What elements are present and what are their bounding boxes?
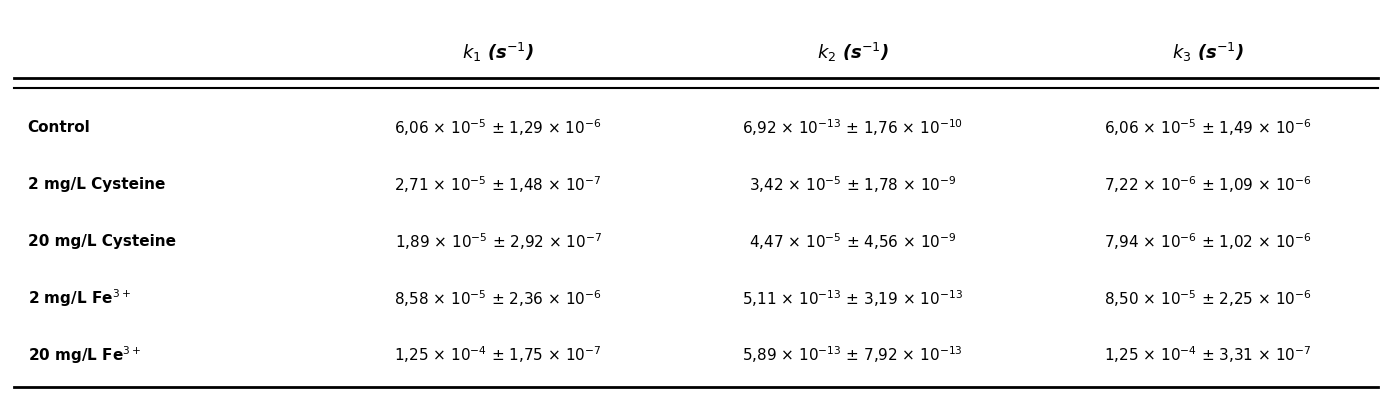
Text: 1,25 × 10$^{-4}$ ± 3,31 × 10$^{-7}$: 1,25 × 10$^{-4}$ ± 3,31 × 10$^{-7}$ bbox=[1104, 344, 1311, 365]
Text: 4,47 × 10$^{-5}$ ± 4,56 × 10$^{-9}$: 4,47 × 10$^{-5}$ ± 4,56 × 10$^{-9}$ bbox=[749, 230, 956, 251]
Text: 1,89 × 10$^{-5}$ ± 2,92 × 10$^{-7}$: 1,89 × 10$^{-5}$ ± 2,92 × 10$^{-7}$ bbox=[394, 230, 601, 251]
Text: 3,42 × 10$^{-5}$ ± 1,78 × 10$^{-9}$: 3,42 × 10$^{-5}$ ± 1,78 × 10$^{-9}$ bbox=[749, 174, 956, 195]
Text: $\boldsymbol{k_1}$ (s$^{-1}$): $\boldsymbol{k_1}$ (s$^{-1}$) bbox=[462, 41, 535, 64]
Text: 6,06 × 10$^{-5}$ ± 1,49 × 10$^{-6}$: 6,06 × 10$^{-5}$ ± 1,49 × 10$^{-6}$ bbox=[1104, 117, 1311, 138]
Text: 20 mg/L Cysteine: 20 mg/L Cysteine bbox=[28, 233, 175, 248]
Text: 2,71 × 10$^{-5}$ ± 1,48 × 10$^{-7}$: 2,71 × 10$^{-5}$ ± 1,48 × 10$^{-7}$ bbox=[394, 174, 601, 195]
Text: 6,06 × 10$^{-5}$ ± 1,29 × 10$^{-6}$: 6,06 × 10$^{-5}$ ± 1,29 × 10$^{-6}$ bbox=[394, 117, 601, 138]
Text: 6,92 × 10$^{-13}$ ± 1,76 × 10$^{-10}$: 6,92 × 10$^{-13}$ ± 1,76 × 10$^{-10}$ bbox=[742, 117, 963, 138]
Text: $\boldsymbol{k_2}$ (s$^{-1}$): $\boldsymbol{k_2}$ (s$^{-1}$) bbox=[817, 41, 889, 64]
Text: 8,50 × 10$^{-5}$ ± 2,25 × 10$^{-6}$: 8,50 × 10$^{-5}$ ± 2,25 × 10$^{-6}$ bbox=[1104, 287, 1311, 308]
Text: 8,58 × 10$^{-5}$ ± 2,36 × 10$^{-6}$: 8,58 × 10$^{-5}$ ± 2,36 × 10$^{-6}$ bbox=[394, 287, 603, 308]
Text: 2 mg/L Fe$^{3+}$: 2 mg/L Fe$^{3+}$ bbox=[28, 287, 131, 309]
Text: 2 mg/L Cysteine: 2 mg/L Cysteine bbox=[28, 177, 164, 192]
Text: 20 mg/L Fe$^{3+}$: 20 mg/L Fe$^{3+}$ bbox=[28, 343, 141, 365]
Text: Control: Control bbox=[28, 120, 90, 135]
Text: 5,89 × 10$^{-13}$ ± 7,92 × 10$^{-13}$: 5,89 × 10$^{-13}$ ± 7,92 × 10$^{-13}$ bbox=[742, 344, 963, 365]
Text: 7,94 × 10$^{-6}$ ± 1,02 × 10$^{-6}$: 7,94 × 10$^{-6}$ ± 1,02 × 10$^{-6}$ bbox=[1104, 230, 1311, 251]
Text: 5,11 × 10$^{-13}$ ± 3,19 × 10$^{-13}$: 5,11 × 10$^{-13}$ ± 3,19 × 10$^{-13}$ bbox=[742, 287, 963, 308]
Text: 7,22 × 10$^{-6}$ ± 1,09 × 10$^{-6}$: 7,22 × 10$^{-6}$ ± 1,09 × 10$^{-6}$ bbox=[1104, 174, 1311, 195]
Text: $\boldsymbol{k_3}$ (s$^{-1}$): $\boldsymbol{k_3}$ (s$^{-1}$) bbox=[1172, 41, 1243, 64]
Text: 1,25 × 10$^{-4}$ ± 1,75 × 10$^{-7}$: 1,25 × 10$^{-4}$ ± 1,75 × 10$^{-7}$ bbox=[394, 344, 601, 365]
